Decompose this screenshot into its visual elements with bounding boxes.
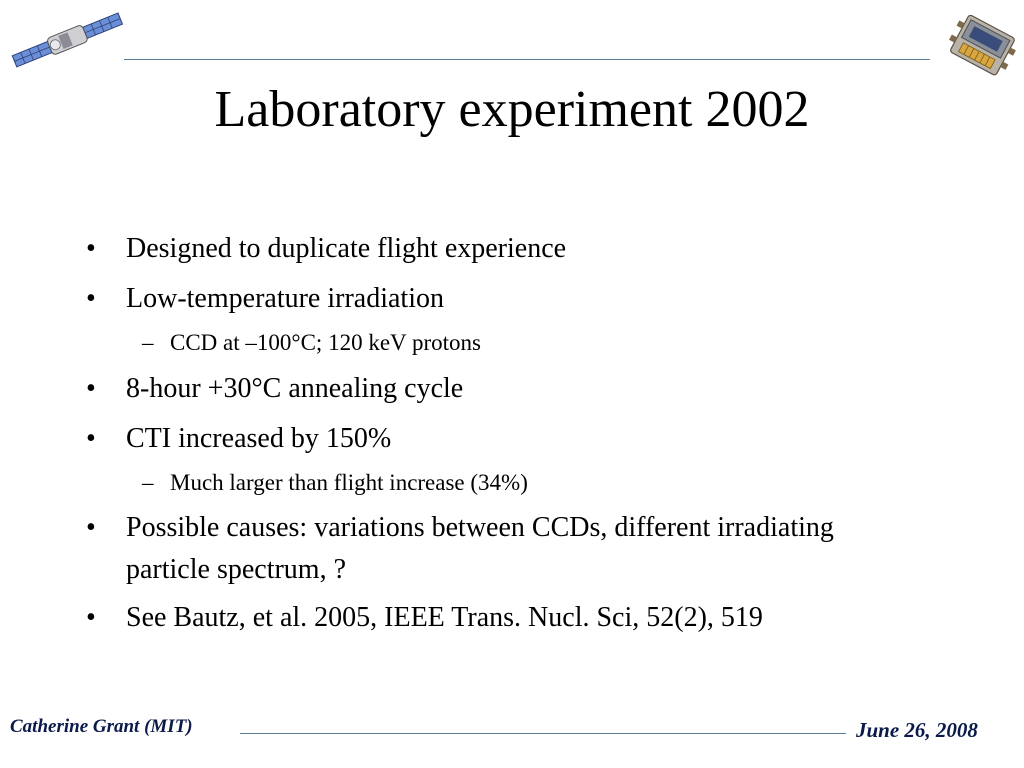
ccd-chip-icon <box>949 14 1016 76</box>
bullet-dot: • <box>86 373 96 404</box>
sub-bullet-text: CCD at –100°C; 120 keV protons <box>170 330 481 355</box>
bullet-dot: • <box>86 512 96 543</box>
bullet-text: See Bautz, et al. 2005, IEEE Trans. Nucl… <box>126 602 763 633</box>
bullet-text: 8-hour +30°C annealing cycle <box>126 373 464 404</box>
bullet-text: Low-temperature irradiation <box>126 283 444 314</box>
bullet-dot: • <box>86 602 96 633</box>
sub-bullet-text: Much larger than flight increase (34%) <box>170 470 528 495</box>
footer-author: Catherine Grant (MIT) <box>10 716 193 737</box>
bullet-text: CTI increased by 150% <box>126 423 392 454</box>
bullet-item: • See Bautz, et al. 2005, IEEE Trans. Nu… <box>86 597 916 639</box>
bullet-item: • CTI increased by 150% <box>86 418 916 460</box>
sub-bullet-dash: – <box>142 330 154 355</box>
slide-title: Laboratory experiment 2002 <box>214 81 810 138</box>
bullet-text: Designed to duplicate flight experience <box>126 233 567 264</box>
bullet-item: • Designed to duplicate flight experienc… <box>86 228 916 270</box>
bullet-text: Possible causes: variations between CCDs… <box>126 512 834 585</box>
sub-bullet-item: – Much larger than flight increase (34%) <box>142 468 902 498</box>
bullet-item: • Low-temperature irradiation <box>86 278 916 320</box>
bullet-dot: • <box>86 423 96 454</box>
sub-bullet-dash: – <box>142 470 154 495</box>
header-divider <box>124 59 930 60</box>
footer-divider <box>240 733 846 734</box>
footer-date: June 26, 2008 <box>856 718 978 742</box>
sub-bullet-item: – CCD at –100°C; 120 keV protons <box>142 328 902 358</box>
bullet-item: • 8-hour +30°C annealing cycle <box>86 368 916 410</box>
bullet-item: • Possible causes: variations between CC… <box>86 507 916 591</box>
bullet-dot: • <box>86 283 96 314</box>
bullet-dot: • <box>86 233 96 264</box>
satellite-icon <box>11 12 124 68</box>
